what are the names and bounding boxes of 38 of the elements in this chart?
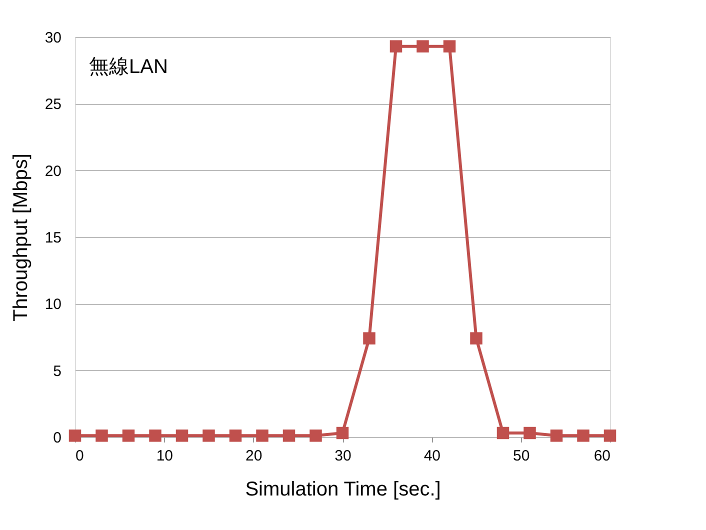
point [390,40,402,52]
point [149,430,162,442]
point [202,430,215,442]
point [470,332,482,344]
y-tick-label: 10 [44,296,62,314]
point [256,430,268,442]
x-tick-label: 40 [424,448,441,464]
y-tick-label: 15 [44,230,62,246]
point [122,430,135,442]
point [577,430,590,442]
point [229,430,242,442]
point [96,430,108,442]
x-tick-label: 0 [76,448,84,464]
x-tick-label: 50 [512,448,530,464]
point [550,430,563,442]
y-tick-label: 20 [44,162,62,180]
y-tick-label: 5 [53,362,62,380]
y-tick-label: 25 [44,96,62,114]
point [524,426,536,440]
point [443,40,456,52]
annotation: 無線LAN [89,56,168,78]
x-tick-label: 60 [594,448,610,464]
point [282,430,296,442]
point [363,332,376,344]
x-tick-label: 10 [156,448,174,464]
x-tick-label: 20 [245,448,262,464]
x-axis-title: Simulation Time [sec.] [245,478,441,500]
y-axis-title: Throughput [Mbps] [10,154,32,322]
point [68,430,82,442]
point [176,430,188,442]
point [336,426,349,440]
point [310,430,322,442]
x-tick-label: 30 [334,448,352,464]
point [416,40,429,52]
y-tick-label: 30 [44,30,62,46]
point [604,430,616,442]
point [496,426,510,440]
y-tick-label: 0 [53,430,62,446]
